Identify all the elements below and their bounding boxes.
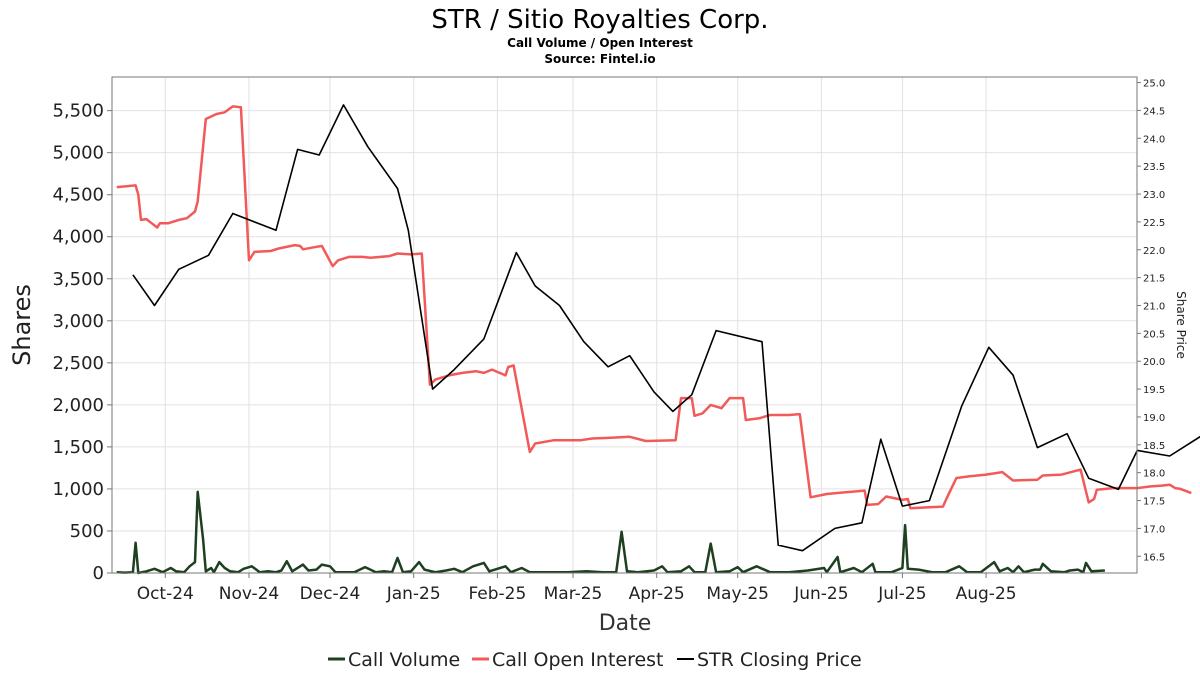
- y2-tick-label: 24.0: [1143, 134, 1165, 145]
- x-tick-label: Aug-25: [956, 584, 1017, 604]
- y2-tick-label: 22.0: [1143, 246, 1165, 257]
- y2-tick-label: 22.5: [1143, 218, 1165, 229]
- x-tick-label: May-25: [706, 584, 769, 604]
- legend-label-closing-price: STR Closing Price: [697, 649, 862, 671]
- y2-tick-label: 18.5: [1143, 441, 1165, 452]
- y2-tick-label: 19.0: [1143, 413, 1165, 424]
- call-volume-line: [116, 490, 1105, 575]
- chart-title: STR / Sitio Royalties Corp.: [431, 5, 768, 35]
- y-tick-label: 3,500: [52, 269, 104, 290]
- y2-tick-label: 21.5: [1143, 274, 1165, 285]
- y-tick-label: 2,000: [52, 395, 104, 416]
- legend: Call Volume Call Open Interest STR Closi…: [328, 649, 862, 671]
- y2-tick-label: 17.5: [1143, 497, 1165, 508]
- call-open-interest-line: [116, 105, 1192, 510]
- y2-tick-label: 23.5: [1143, 162, 1165, 173]
- y2-tick-label: 18.0: [1143, 469, 1165, 480]
- chart-source: Source: Fintel.io: [544, 52, 655, 66]
- y-tick-label: 0: [93, 563, 104, 584]
- y-tick-label: 5,500: [52, 101, 104, 122]
- x-tick-label: Nov-24: [219, 584, 280, 604]
- closing-price-line: [132, 104, 1200, 552]
- x-tick-label: Jul-25: [877, 584, 926, 604]
- legend-label-call-open-interest: Call Open Interest: [492, 649, 664, 671]
- x-tick-label: Jun-25: [793, 584, 848, 604]
- y2-tick-label: 19.5: [1143, 385, 1165, 396]
- x-tick-label: Jan-25: [386, 584, 441, 604]
- legend-label-call-volume: Call Volume: [348, 649, 460, 671]
- x-tick-label: Oct-24: [137, 584, 194, 604]
- y2-tick-label: 16.5: [1143, 552, 1165, 563]
- y2-tick-label: 23.0: [1143, 190, 1165, 201]
- y2-tick-label: 20.5: [1143, 329, 1165, 340]
- y2-tick-label: 17.0: [1143, 524, 1165, 535]
- y-tick-label: 4,500: [52, 185, 104, 206]
- y2-tick-label: 24.5: [1143, 106, 1165, 117]
- x-tick-label: Apr-25: [629, 584, 685, 604]
- y-tick-label: 4,000: [52, 227, 104, 248]
- x-tick-label: Feb-25: [468, 584, 526, 604]
- x-axis-label: Date: [599, 611, 652, 636]
- tick-labels: Oct-24 Nov-24 Dec-24 Jan-25 Feb-25 Mar-25 Apr-…: [52, 79, 1165, 604]
- chart-subtitle: Call Volume / Open Interest: [507, 36, 693, 50]
- series-lines: [116, 104, 1200, 575]
- y2-tick-label: 20.0: [1143, 357, 1165, 368]
- y-axis-label: Shares: [8, 284, 36, 366]
- y-tick-label: 3,000: [52, 311, 104, 332]
- x-tick-label: Mar-25: [544, 584, 603, 604]
- y-tick-label: 1,500: [52, 437, 104, 458]
- x-tick-label: Dec-24: [300, 584, 361, 604]
- y2-axis-label: Share Price: [1174, 291, 1188, 359]
- y-tick-label: 2,500: [52, 353, 104, 374]
- y-tick-label: 5,000: [52, 143, 104, 164]
- y2-tick-label: 21.0: [1143, 301, 1165, 312]
- y-tick-label: 1,000: [52, 479, 104, 500]
- y-tick-label: 500: [70, 521, 104, 542]
- y2-tick-label: 25.0: [1143, 79, 1165, 90]
- plot-frame: [111, 76, 1138, 574]
- gridlines: [112, 77, 1137, 574]
